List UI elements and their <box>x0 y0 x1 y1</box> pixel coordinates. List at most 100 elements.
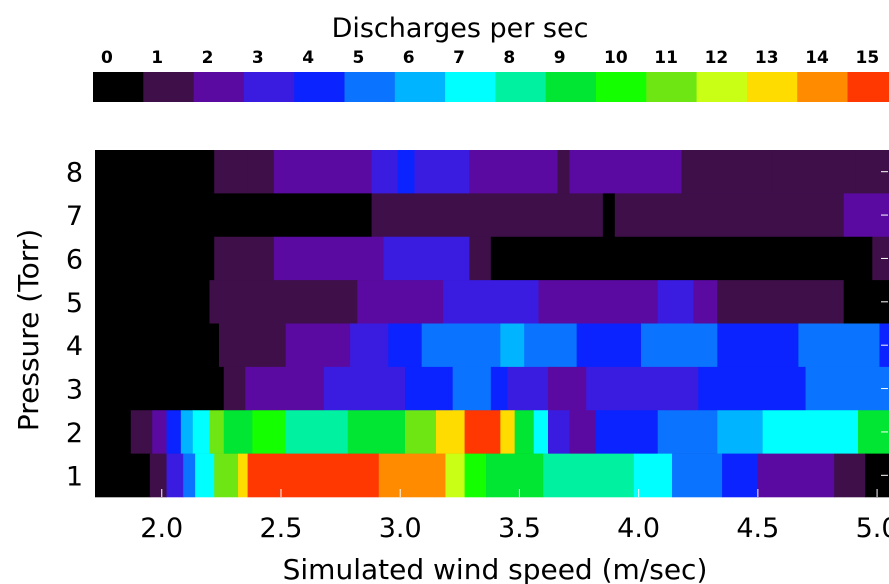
heatmap-cell <box>443 280 539 324</box>
heatmap-cell <box>490 236 873 281</box>
heatmap-cell <box>350 323 389 368</box>
colorbar-tick-label: 14 <box>805 48 829 68</box>
heatmap-cell <box>717 323 799 368</box>
heatmap-cell <box>149 453 168 498</box>
heatmap-cell <box>95 323 220 368</box>
x-axis: 2.0 2.5 3.0 3.5 4.0 4.5 5.0 <box>140 489 889 544</box>
y-tick-label: 6 <box>66 244 83 275</box>
heatmap-cell <box>323 366 406 411</box>
heatmap-cell <box>214 453 239 498</box>
heatmap-cell <box>524 323 578 368</box>
colorbar-tick-label: 0 <box>101 48 113 68</box>
y-tick-label: 3 <box>66 375 83 406</box>
x-tick-label: 4.5 <box>736 513 779 544</box>
heatmap-cell <box>435 410 466 454</box>
colorbar-tick-label: 9 <box>554 48 566 68</box>
heatmap-cell <box>614 193 845 238</box>
heatmap-cell <box>569 150 616 194</box>
x-tick-label: 3.5 <box>498 513 541 544</box>
heatmap-cell <box>595 410 659 454</box>
heatmap-cell <box>500 323 525 368</box>
heatmap-cell <box>657 410 718 454</box>
heatmap-cell <box>95 280 210 324</box>
heatmap-cell <box>834 453 866 498</box>
colorbar-swatch-2 <box>193 72 245 102</box>
colorbar-swatch-15 <box>847 72 889 102</box>
heatmap-cell <box>486 453 544 498</box>
heatmap-cell <box>614 150 683 194</box>
colorbar-tick-label: 10 <box>604 48 628 68</box>
y-axis: 1 2 3 4 5 6 7 8 <box>66 158 888 492</box>
heatmap-cell <box>490 366 508 411</box>
colorbar-tick-labels: 0 1 2 3 4 5 6 7 8 9 10 11 12 13 14 15 <box>101 48 879 68</box>
x-axis-label: Simulated wind speed (m/sec) <box>283 553 708 584</box>
colorbar <box>93 72 889 102</box>
colorbar-tick-label: 11 <box>654 48 678 68</box>
y-tick-label: 8 <box>66 158 83 189</box>
heatmap-cell <box>180 410 194 454</box>
colorbar-tick-label: 3 <box>252 48 264 68</box>
heatmap-cell <box>514 410 535 454</box>
colorbar-tick-label: 7 <box>453 48 465 68</box>
heatmap-cell <box>507 366 549 411</box>
heatmap-cell <box>273 236 385 281</box>
colorbar-tick-label: 12 <box>705 48 729 68</box>
heatmap-cell <box>865 453 889 498</box>
heatmap-cell <box>214 236 275 281</box>
colorbar-tick-label: 6 <box>403 48 415 68</box>
colorbar-swatch-13 <box>746 72 798 102</box>
heatmap-cell <box>569 410 597 454</box>
heatmap-cell <box>500 410 516 454</box>
colorbar-swatch-9 <box>545 72 597 102</box>
heatmap-cell <box>247 150 275 194</box>
colorbar-swatch-1 <box>143 72 195 102</box>
chart-title: Discharges per sec <box>332 13 589 44</box>
x-tick-label: 5.0 <box>856 513 889 544</box>
heatmap-cell <box>421 323 501 368</box>
heatmap-cell <box>717 410 764 454</box>
heatmap-cell <box>95 236 215 281</box>
colorbar-swatch-6 <box>394 72 446 102</box>
heatmap-cell <box>166 410 182 454</box>
colorbar-swatch-11 <box>646 72 698 102</box>
colorbar-swatch-3 <box>243 72 295 102</box>
heatmap-cell <box>95 193 373 238</box>
heatmap-cell <box>641 323 718 368</box>
heatmap-cell <box>533 410 549 454</box>
heatmap-cell <box>95 150 215 194</box>
heatmap-cell <box>681 150 773 194</box>
colorbar-tick-label: 13 <box>755 48 779 68</box>
colorbar-tick-label: 15 <box>856 48 880 68</box>
x-tick-label: 4.0 <box>617 513 660 544</box>
heatmap-cell <box>772 150 857 194</box>
heatmap-cell <box>452 366 492 411</box>
heatmap-cell <box>285 410 349 454</box>
y-tick-label: 5 <box>66 288 83 319</box>
colorbar-swatch-5 <box>344 72 396 102</box>
y-tick-label: 1 <box>66 461 83 492</box>
y-tick-label: 2 <box>66 418 83 449</box>
heatmap-cell <box>414 150 470 194</box>
heatmap-cell <box>383 236 470 281</box>
heatmap-cell <box>633 453 673 498</box>
heatmap-cell <box>209 410 225 454</box>
heatmap-cell <box>183 453 196 498</box>
colorbar-swatch-4 <box>294 72 346 102</box>
heatmap-cell <box>872 236 889 281</box>
colorbar-swatch-14 <box>797 72 849 102</box>
heatmap-cell <box>445 453 466 498</box>
heatmap-cell <box>543 453 635 498</box>
colorbar-swatch-12 <box>696 72 748 102</box>
heatmap-cell <box>245 366 325 411</box>
heatmap-cell <box>557 150 570 194</box>
heatmap-cell <box>223 366 246 411</box>
heatmap-cell <box>273 150 373 194</box>
heatmap-cell <box>762 410 859 454</box>
heatmap-cell <box>464 410 501 454</box>
heatmap-cell <box>538 280 659 324</box>
heatmap-cell <box>602 193 616 238</box>
heatmap-cell <box>130 410 153 454</box>
heatmap-cell <box>371 193 604 238</box>
heatmap-cell <box>805 366 889 411</box>
heatmap-cell <box>371 150 399 194</box>
